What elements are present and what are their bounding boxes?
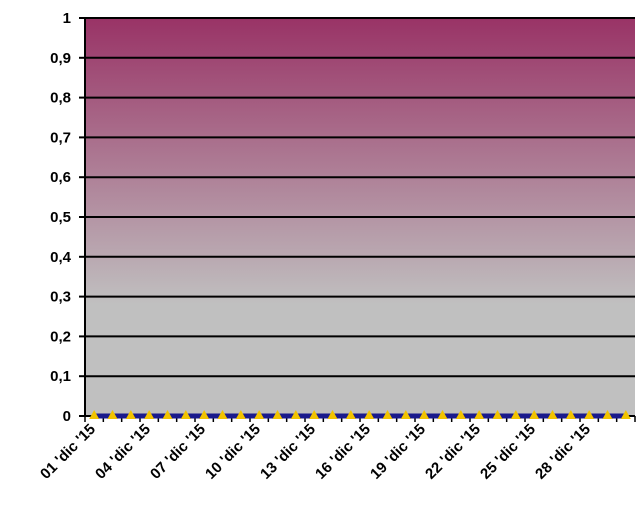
y-tick-label: 0,6 (50, 169, 71, 186)
data-point-marker (180, 410, 191, 419)
data-point-marker (327, 410, 338, 419)
data-point-marker (547, 410, 558, 419)
y-tick-label: 0,5 (50, 209, 71, 226)
x-tick-label: 04 'dic '15 (92, 421, 154, 483)
data-point-marker (620, 410, 631, 419)
data-point-marker (272, 410, 283, 419)
x-tick-label: 28 'dic '15 (532, 421, 594, 483)
data-point-marker (510, 410, 521, 419)
y-tick-label: 0,4 (50, 249, 72, 266)
data-point-marker (309, 410, 320, 419)
data-point-marker (584, 410, 595, 419)
data-point-marker (345, 410, 356, 419)
data-point-marker (437, 410, 448, 419)
x-tick-label: 25 'dic '15 (477, 421, 539, 483)
data-point-marker (290, 410, 301, 419)
data-point-marker (529, 410, 540, 419)
x-tick-label: 19 'dic '15 (367, 421, 429, 483)
data-point-marker (235, 410, 246, 419)
y-axis-tick-labels: 0 0,1 0,2 0,3 0,4 0,5 0,6 0,7 0,8 0,9 1 (50, 10, 72, 425)
data-point-marker (125, 410, 136, 419)
y-tick-label: 0,7 (50, 129, 71, 146)
data-point-marker (144, 410, 155, 419)
x-tick-label: 10 'dic '15 (202, 421, 264, 483)
data-point-marker (382, 410, 393, 419)
data-point-marker (217, 410, 228, 419)
data-point-marker (162, 410, 173, 419)
data-point-marker (419, 410, 430, 419)
data-point-marker (400, 410, 411, 419)
y-tick-label: 0,1 (50, 368, 71, 385)
y-tick-label: 0,9 (50, 50, 71, 67)
y-tick-label: 1 (63, 10, 71, 27)
data-point-marker (107, 410, 118, 419)
x-tick-label: 01 'dic '15 (37, 421, 99, 483)
x-tick-label: 22 'dic '15 (422, 421, 484, 483)
x-tick-label: 16 'dic '15 (312, 421, 374, 483)
data-point-marker (364, 410, 375, 419)
data-point-marker (565, 410, 576, 419)
data-point-marker (602, 410, 613, 419)
y-tick-label: 0,8 (50, 90, 71, 107)
data-point-marker (455, 410, 466, 419)
data-point-marker (254, 410, 265, 419)
data-point-marker (474, 410, 485, 419)
y-tick-label: 0,3 (50, 289, 71, 306)
series-group (89, 410, 631, 419)
data-point-marker (492, 410, 503, 419)
x-tick-label: 07 'dic '15 (147, 421, 209, 483)
x-tick-label: 13 'dic '15 (257, 421, 319, 483)
data-point-marker (199, 410, 210, 419)
y-tick-label: 0,2 (50, 328, 71, 345)
data-point-marker (89, 410, 100, 419)
y-tick-label: 0 (63, 408, 71, 425)
